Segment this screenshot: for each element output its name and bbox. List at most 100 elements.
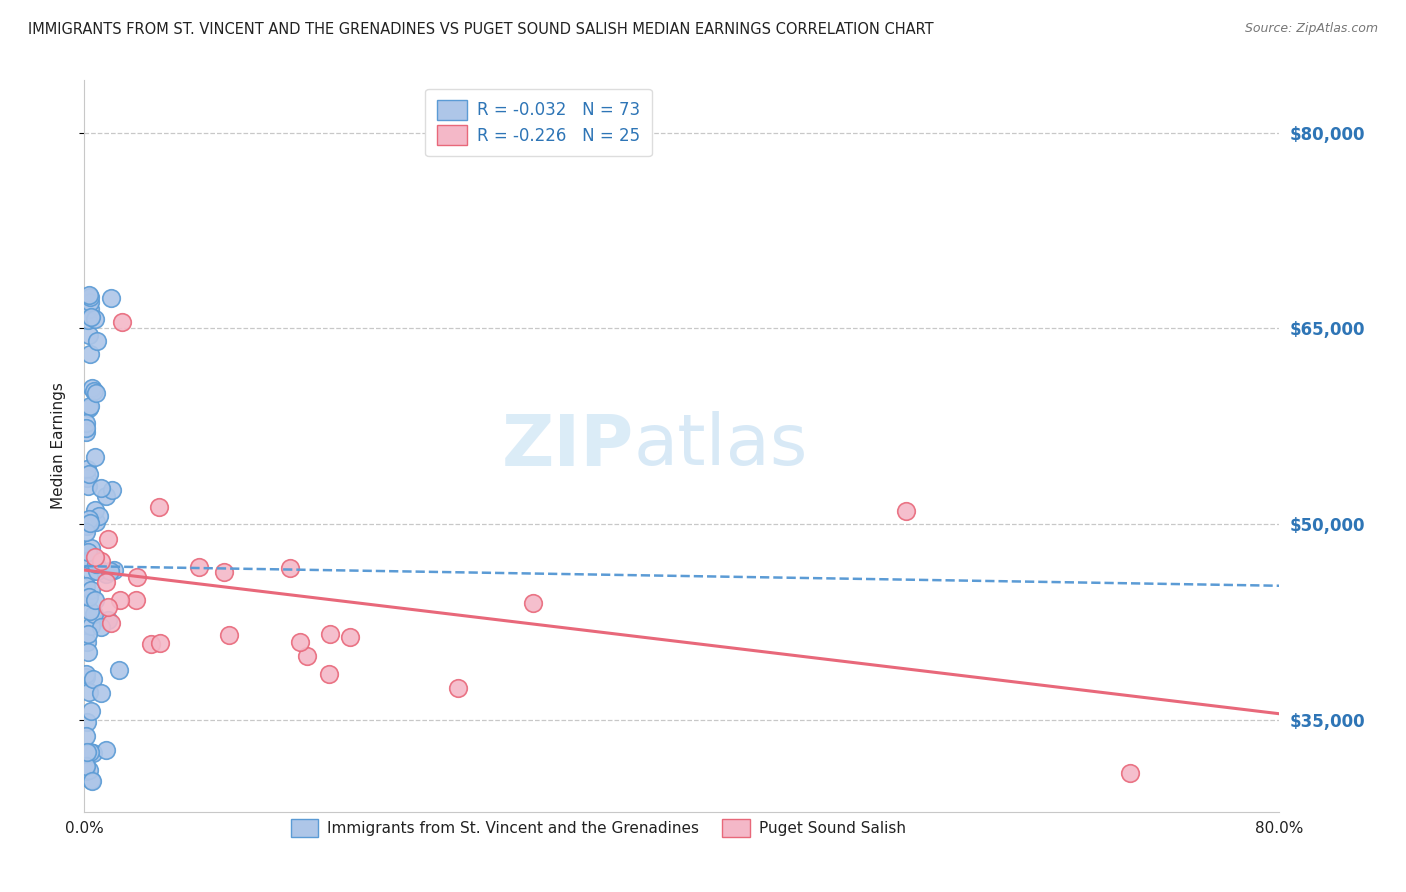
Point [894,504,917,518]
Point [75,425,97,439]
Point [77,401,100,415]
Point [87,508,110,523]
Point [90,686,112,700]
Point [97,613,120,627]
Point [97,532,120,546]
Point [75,667,97,681]
Point [125,592,148,607]
Point [107,663,129,677]
Point [75,525,97,540]
Point [149,636,172,650]
Point [139,637,162,651]
Point [86,557,108,571]
Point [79,290,101,304]
Point [100,615,122,630]
Point [318,666,340,681]
Point [86,564,108,578]
Text: ZIP: ZIP [502,411,634,481]
Point [90,481,112,495]
Point [86,334,108,348]
Point [77,328,100,343]
Point [97,600,120,615]
Point [94,567,117,582]
Point [77,512,100,526]
Point [75,579,97,593]
Point [84,386,107,401]
Point [83,549,105,564]
Point [446,681,468,696]
Point [83,450,105,464]
Point [318,627,340,641]
Point [111,315,134,329]
Point [79,295,101,310]
Point [522,596,544,610]
Point [84,312,107,326]
Point [79,301,101,316]
Point [94,743,117,757]
Point [339,630,361,644]
Point [76,715,98,730]
Point [76,462,98,476]
Point [76,745,98,759]
Point [75,764,97,779]
Point [79,347,101,361]
Legend: Immigrants from St. Vincent and the Grenadines, Puget Sound Salish: Immigrants from St. Vincent and the Gren… [283,812,914,845]
Point [80,618,103,632]
Point [125,569,148,583]
Point [80,772,103,787]
Text: IMMIGRANTS FROM ST. VINCENT AND THE GRENADINES VS PUGET SOUND SALISH MEDIAN EARN: IMMIGRANTS FROM ST. VINCENT AND THE GREN… [28,22,934,37]
Point [148,500,170,515]
Text: atlas: atlas [634,411,808,481]
Point [218,628,240,642]
Point [76,545,98,559]
Point [80,381,103,395]
Point [100,291,122,305]
Point [79,467,101,482]
Point [278,561,301,575]
Point [290,635,312,649]
Point [103,563,125,577]
Point [79,552,101,566]
Point [77,763,100,777]
Point [80,704,103,718]
Point [75,729,97,743]
Point [101,483,124,497]
Point [82,672,104,686]
Point [77,312,100,326]
Point [77,479,100,493]
Point [83,384,105,398]
Point [79,516,101,530]
Point [90,553,112,567]
Point [75,421,97,435]
Point [98,565,121,579]
Point [80,310,103,325]
Text: Source: ZipAtlas.com: Source: ZipAtlas.com [1244,22,1378,36]
Point [108,592,131,607]
Point [79,541,101,556]
Point [82,774,104,789]
Point [83,503,105,517]
Point [77,288,100,302]
Point [1119,765,1142,780]
Point [79,744,101,758]
Point [75,759,97,773]
Point [212,565,235,579]
Y-axis label: Median Earnings: Median Earnings [51,383,66,509]
Point [83,607,105,621]
Point [76,471,98,485]
Point [84,592,107,607]
Point [187,559,209,574]
Point [79,565,101,579]
Point [75,670,97,684]
Point [90,620,112,634]
Point [77,590,100,604]
Point [76,635,98,649]
Point [94,489,117,503]
Point [84,515,107,529]
Point [79,400,101,414]
Point [79,604,101,618]
Point [82,746,104,760]
Point [75,416,97,430]
Point [77,685,100,699]
Point [76,626,98,640]
